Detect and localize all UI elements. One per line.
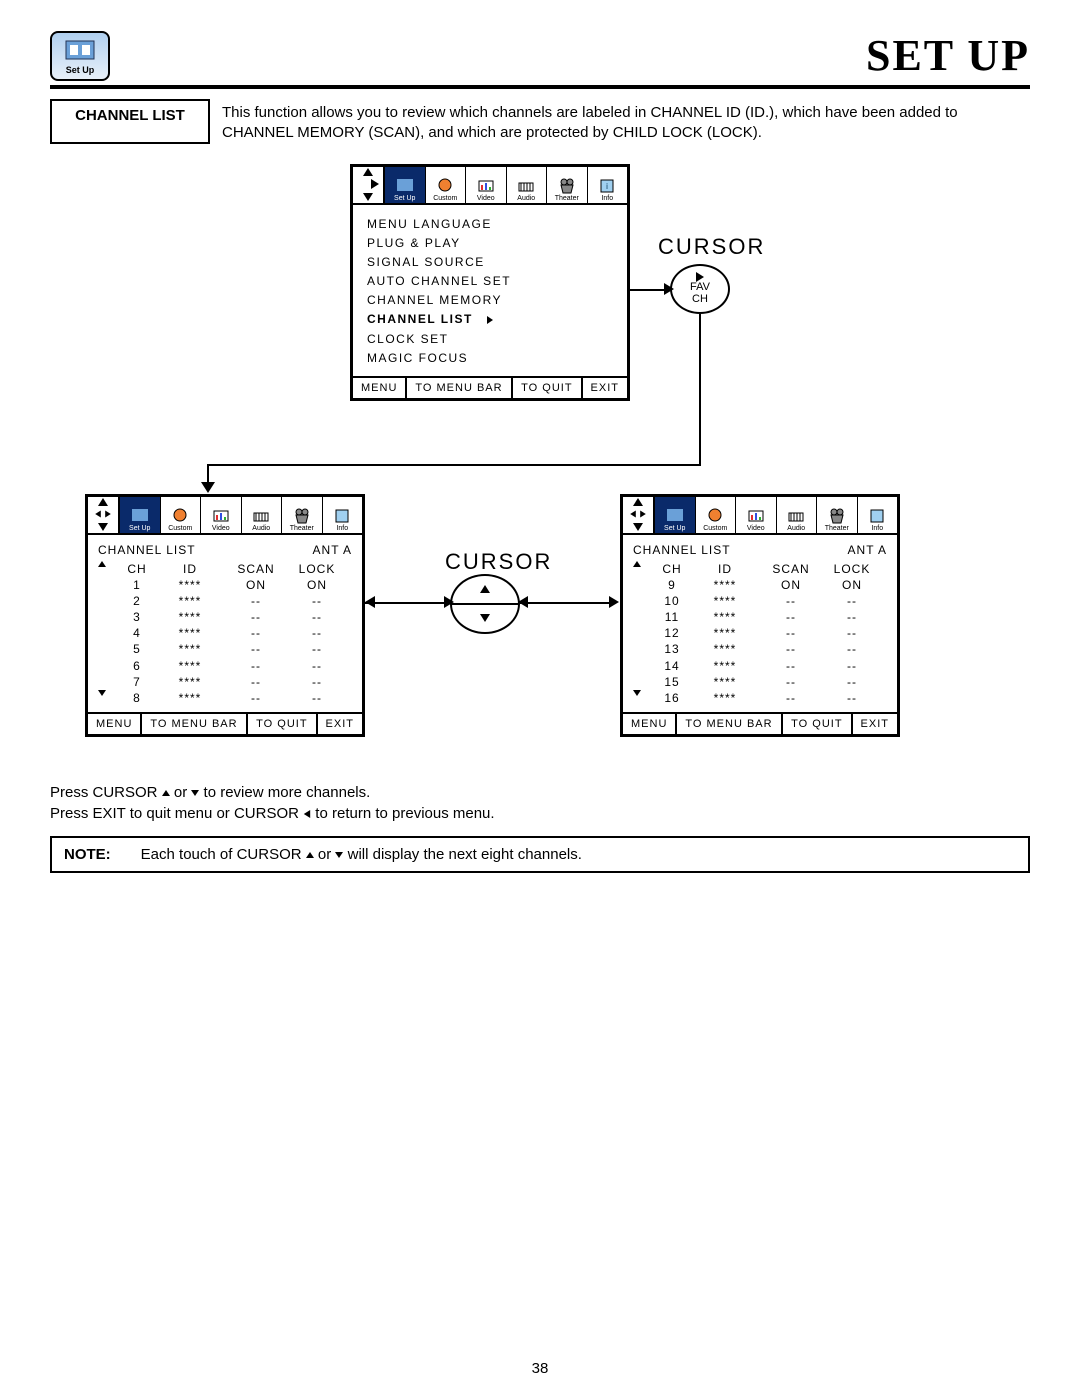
- diagram: Set Up Custom Video Audio Theater iInfo …: [50, 154, 1030, 774]
- intro-row: CHANNEL LIST This function allows you to…: [50, 99, 1030, 144]
- menu-item: SIGNAL SOURCE: [367, 253, 613, 272]
- osd-icon-custom: Custom: [696, 497, 737, 533]
- osd-icon-audio: Audio: [242, 497, 283, 533]
- menu-item: AUTO CHANNEL SET: [367, 272, 613, 291]
- fav-label: FAV: [690, 281, 710, 293]
- page-title: SET UP: [866, 30, 1030, 81]
- note-text: Each touch of CURSOR or will display the…: [141, 846, 582, 863]
- note-label: NOTE:: [64, 846, 111, 863]
- table-row: 6****----: [98, 658, 352, 674]
- table-row: 1****ONON: [98, 577, 352, 593]
- cursor-label-2: CURSOR: [445, 549, 552, 575]
- osd-nav-arrows: [353, 167, 385, 203]
- osd-icon-setup: Set Up: [655, 497, 696, 533]
- chlist-ant: ANT A: [313, 543, 352, 557]
- osd-icon-theater: Theater: [282, 497, 323, 533]
- instructions: Press CURSOR or to review more channels.…: [50, 782, 1030, 824]
- svg-text:i: i: [606, 182, 608, 191]
- chlist-title: CHANNEL LIST: [633, 543, 731, 557]
- page-header: Set Up SET UP: [50, 30, 1030, 89]
- table-row: 9****ONON: [633, 577, 887, 593]
- intro-label: CHANNEL LIST: [50, 99, 210, 144]
- osd-nav-arrows: [88, 497, 120, 533]
- osd-footer: MENU TO MENU BAR TO QUIT EXIT: [353, 376, 627, 398]
- chlist-title: CHANNEL LIST: [98, 543, 196, 557]
- table-row: 11****----: [633, 609, 887, 625]
- chlist-table-right: CHIDSCANLOCK9****ONON10****----11****---…: [633, 561, 887, 707]
- osd-icon-setup: Set Up: [120, 497, 161, 533]
- ch-label: CH: [692, 293, 708, 305]
- setup-header-icon-label: Set Up: [66, 65, 95, 75]
- osd-icon-audio: Audio: [507, 167, 548, 203]
- osd-footer-exit: EXIT: [583, 378, 627, 398]
- osd-icon-video: Video: [736, 497, 777, 533]
- osd-icon-setup: Set Up: [385, 167, 426, 203]
- osd-footer-menu: MENU: [353, 378, 407, 398]
- table-row: 14****----: [633, 658, 887, 674]
- osd-footer-menubar: TO MENU BAR: [407, 378, 513, 398]
- intro-text: This function allows you to review which…: [222, 99, 1030, 144]
- osd-footer-quit: TO QUIT: [513, 378, 582, 398]
- menu-item: MAGIC FOCUS: [367, 349, 613, 368]
- menu-item: MENU LANGUAGE: [367, 215, 613, 234]
- osd-icon-custom: Custom: [161, 497, 202, 533]
- table-row: 12****----: [633, 625, 887, 641]
- osd-channel-list-right: Set Up Custom Video Audio Theater Info C…: [620, 494, 900, 738]
- osd-icon-custom: Custom: [426, 167, 467, 203]
- updown-bubble: [450, 574, 520, 634]
- table-row: 3****----: [98, 609, 352, 625]
- table-row: 13****----: [633, 641, 887, 657]
- chlist-table-left: CHIDSCANLOCK1****ONON2****----3****----4…: [98, 561, 352, 707]
- osd-icon-video: Video: [466, 167, 507, 203]
- setup-header-icon: Set Up: [50, 31, 110, 81]
- table-row: 4****----: [98, 625, 352, 641]
- table-row: 8****----: [98, 690, 352, 706]
- osd-icon-video: Video: [201, 497, 242, 533]
- osd-icon-info: Info: [323, 497, 363, 533]
- favch-bubble: FAV CH: [670, 264, 730, 314]
- table-row: 5****----: [98, 641, 352, 657]
- osd-icon-audio: Audio: [777, 497, 818, 533]
- osd-footer: MENU TO MENU BAR TO QUIT EXIT: [88, 712, 362, 734]
- note-box: NOTE: Each touch of CURSOR or will displ…: [50, 836, 1030, 873]
- chlist-ant: ANT A: [848, 543, 887, 557]
- osd-icon-theater: Theater: [547, 167, 588, 203]
- menu-item: PLUG & PLAY: [367, 234, 613, 253]
- osd-menu-list: MENU LANGUAGEPLUG & PLAYSIGNAL SOURCEAUT…: [367, 215, 613, 369]
- osd-icon-info: Info: [858, 497, 898, 533]
- table-row: 16****----: [633, 690, 887, 706]
- osd-setup-menu: Set Up Custom Video Audio Theater iInfo …: [350, 164, 630, 402]
- menu-item: CHANNEL MEMORY: [367, 291, 613, 310]
- osd-channel-list-left: Set Up Custom Video Audio Theater Info C…: [85, 494, 365, 738]
- table-row: 7****----: [98, 674, 352, 690]
- osd-footer: MENU TO MENU BAR TO QUIT EXIT: [623, 712, 897, 734]
- osd-nav-arrows: [623, 497, 655, 533]
- page-number: 38: [0, 1360, 1080, 1377]
- osd-icon-info: iInfo: [588, 167, 628, 203]
- table-row: 10****----: [633, 593, 887, 609]
- cursor-label-1: CURSOR: [658, 234, 765, 260]
- osd-icon-theater: Theater: [817, 497, 858, 533]
- menu-item: CHANNEL LIST: [367, 310, 613, 329]
- table-row: 2****----: [98, 593, 352, 609]
- menu-item: CLOCK SET: [367, 330, 613, 349]
- table-row: 15****----: [633, 674, 887, 690]
